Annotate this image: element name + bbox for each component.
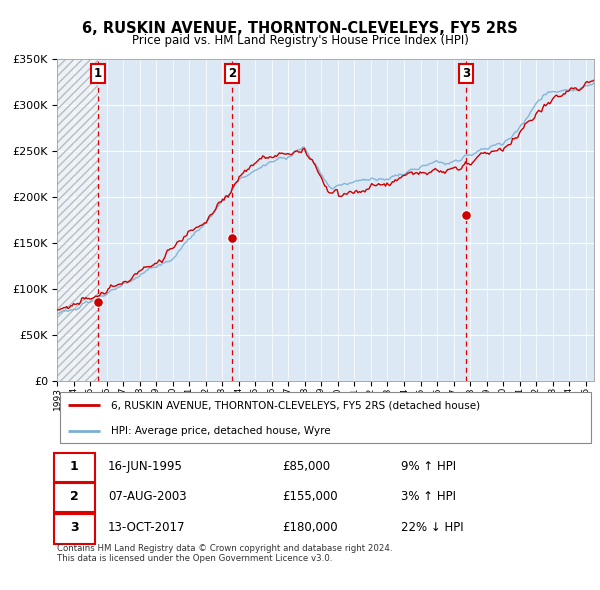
Text: 6, RUSKIN AVENUE, THORNTON-CLEVELEYS, FY5 2RS: 6, RUSKIN AVENUE, THORNTON-CLEVELEYS, FY… xyxy=(82,21,518,35)
Text: £155,000: £155,000 xyxy=(283,490,338,503)
Text: £85,000: £85,000 xyxy=(283,460,331,473)
FancyBboxPatch shape xyxy=(55,514,95,543)
FancyBboxPatch shape xyxy=(59,392,592,443)
Bar xyxy=(57,59,98,381)
Text: 1: 1 xyxy=(70,460,79,473)
FancyBboxPatch shape xyxy=(55,483,95,512)
FancyBboxPatch shape xyxy=(55,453,95,482)
Bar xyxy=(57,59,98,381)
Text: HPI: Average price, detached house, Wyre: HPI: Average price, detached house, Wyre xyxy=(111,427,331,437)
Text: 2: 2 xyxy=(228,67,236,80)
Text: 22% ↓ HPI: 22% ↓ HPI xyxy=(401,522,463,535)
Text: 1: 1 xyxy=(94,67,102,80)
Text: 07-AUG-2003: 07-AUG-2003 xyxy=(108,490,187,503)
Text: 16-JUN-1995: 16-JUN-1995 xyxy=(108,460,183,473)
Text: £180,000: £180,000 xyxy=(283,522,338,535)
Text: 2: 2 xyxy=(70,490,79,503)
Text: 6, RUSKIN AVENUE, THORNTON-CLEVELEYS, FY5 2RS (detached house): 6, RUSKIN AVENUE, THORNTON-CLEVELEYS, FY… xyxy=(111,400,480,410)
Text: 9% ↑ HPI: 9% ↑ HPI xyxy=(401,460,456,473)
Text: Contains HM Land Registry data © Crown copyright and database right 2024.
This d: Contains HM Land Registry data © Crown c… xyxy=(57,544,392,563)
Text: 3% ↑ HPI: 3% ↑ HPI xyxy=(401,490,455,503)
Text: 3: 3 xyxy=(70,522,79,535)
Text: 3: 3 xyxy=(463,67,470,80)
Text: 13-OCT-2017: 13-OCT-2017 xyxy=(108,522,185,535)
Text: Price paid vs. HM Land Registry's House Price Index (HPI): Price paid vs. HM Land Registry's House … xyxy=(131,34,469,47)
